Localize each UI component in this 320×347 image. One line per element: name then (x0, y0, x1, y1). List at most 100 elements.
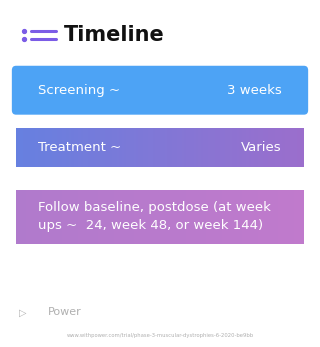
FancyBboxPatch shape (218, 128, 220, 168)
FancyBboxPatch shape (182, 190, 184, 244)
FancyBboxPatch shape (107, 128, 110, 168)
FancyBboxPatch shape (43, 190, 45, 244)
FancyBboxPatch shape (133, 190, 136, 244)
FancyBboxPatch shape (112, 128, 115, 168)
FancyBboxPatch shape (35, 128, 38, 168)
FancyBboxPatch shape (35, 190, 38, 244)
FancyBboxPatch shape (76, 128, 79, 168)
FancyBboxPatch shape (273, 190, 276, 244)
FancyBboxPatch shape (256, 128, 259, 168)
FancyBboxPatch shape (302, 128, 304, 168)
FancyBboxPatch shape (290, 190, 292, 244)
FancyBboxPatch shape (287, 128, 290, 168)
FancyBboxPatch shape (93, 128, 95, 168)
FancyBboxPatch shape (201, 128, 204, 168)
FancyBboxPatch shape (184, 128, 187, 168)
Text: Power: Power (48, 307, 82, 317)
FancyBboxPatch shape (268, 128, 271, 168)
FancyBboxPatch shape (119, 128, 122, 168)
FancyBboxPatch shape (246, 190, 249, 244)
FancyBboxPatch shape (40, 190, 43, 244)
FancyBboxPatch shape (45, 190, 47, 244)
FancyBboxPatch shape (95, 190, 98, 244)
FancyBboxPatch shape (131, 190, 134, 244)
FancyBboxPatch shape (131, 128, 134, 168)
FancyBboxPatch shape (150, 128, 153, 168)
FancyBboxPatch shape (294, 128, 297, 168)
FancyBboxPatch shape (124, 128, 127, 168)
FancyBboxPatch shape (109, 128, 112, 168)
FancyBboxPatch shape (93, 190, 95, 244)
FancyBboxPatch shape (23, 128, 26, 168)
FancyBboxPatch shape (263, 128, 266, 168)
FancyBboxPatch shape (292, 128, 295, 168)
FancyBboxPatch shape (287, 190, 290, 244)
FancyBboxPatch shape (196, 190, 199, 244)
FancyBboxPatch shape (102, 128, 105, 168)
FancyBboxPatch shape (261, 128, 264, 168)
FancyBboxPatch shape (237, 128, 239, 168)
FancyBboxPatch shape (302, 190, 304, 244)
FancyBboxPatch shape (119, 190, 122, 244)
FancyBboxPatch shape (105, 190, 108, 244)
FancyBboxPatch shape (16, 190, 19, 244)
FancyBboxPatch shape (191, 128, 194, 168)
FancyBboxPatch shape (153, 190, 156, 244)
FancyBboxPatch shape (12, 66, 308, 115)
FancyBboxPatch shape (220, 190, 223, 244)
FancyBboxPatch shape (179, 128, 182, 168)
FancyBboxPatch shape (201, 190, 204, 244)
FancyBboxPatch shape (184, 190, 187, 244)
FancyBboxPatch shape (117, 190, 119, 244)
FancyBboxPatch shape (50, 128, 52, 168)
FancyBboxPatch shape (172, 190, 175, 244)
FancyBboxPatch shape (19, 190, 21, 244)
FancyBboxPatch shape (88, 190, 91, 244)
FancyBboxPatch shape (81, 190, 84, 244)
FancyBboxPatch shape (256, 190, 259, 244)
FancyBboxPatch shape (71, 128, 74, 168)
FancyBboxPatch shape (242, 190, 244, 244)
FancyBboxPatch shape (285, 128, 287, 168)
FancyBboxPatch shape (270, 128, 273, 168)
FancyBboxPatch shape (146, 128, 148, 168)
FancyBboxPatch shape (292, 190, 295, 244)
FancyBboxPatch shape (297, 128, 300, 168)
FancyBboxPatch shape (16, 128, 19, 168)
FancyBboxPatch shape (273, 128, 276, 168)
FancyBboxPatch shape (74, 128, 76, 168)
Text: Varies: Varies (241, 141, 282, 154)
FancyBboxPatch shape (112, 190, 115, 244)
FancyBboxPatch shape (109, 190, 112, 244)
FancyBboxPatch shape (126, 190, 129, 244)
FancyBboxPatch shape (105, 128, 108, 168)
FancyBboxPatch shape (57, 190, 60, 244)
FancyBboxPatch shape (38, 128, 40, 168)
FancyBboxPatch shape (115, 190, 117, 244)
Text: Follow baseline, postdose (at week
ups ~  24, week 48, or week 144): Follow baseline, postdose (at week ups ~… (38, 201, 271, 232)
FancyBboxPatch shape (230, 128, 232, 168)
FancyBboxPatch shape (215, 190, 218, 244)
FancyBboxPatch shape (244, 190, 247, 244)
FancyBboxPatch shape (232, 190, 235, 244)
FancyBboxPatch shape (100, 190, 103, 244)
FancyBboxPatch shape (71, 190, 74, 244)
FancyBboxPatch shape (133, 128, 136, 168)
FancyBboxPatch shape (237, 190, 239, 244)
FancyBboxPatch shape (76, 190, 79, 244)
FancyBboxPatch shape (222, 190, 225, 244)
FancyBboxPatch shape (203, 128, 206, 168)
FancyBboxPatch shape (213, 190, 216, 244)
FancyBboxPatch shape (208, 190, 211, 244)
FancyBboxPatch shape (282, 128, 285, 168)
FancyBboxPatch shape (86, 190, 88, 244)
FancyBboxPatch shape (194, 128, 196, 168)
FancyBboxPatch shape (266, 190, 268, 244)
FancyBboxPatch shape (155, 128, 158, 168)
FancyBboxPatch shape (59, 190, 62, 244)
FancyBboxPatch shape (299, 128, 302, 168)
FancyBboxPatch shape (196, 128, 199, 168)
FancyBboxPatch shape (225, 128, 228, 168)
FancyBboxPatch shape (50, 190, 52, 244)
FancyBboxPatch shape (211, 128, 213, 168)
